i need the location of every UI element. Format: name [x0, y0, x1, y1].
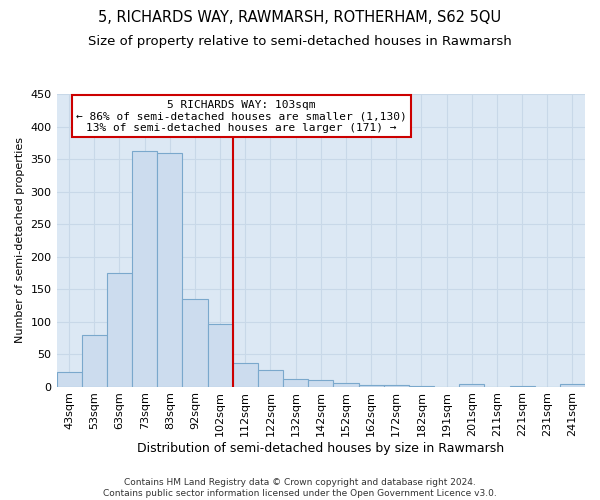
- Bar: [157, 152, 182, 386]
- Bar: [258, 370, 283, 386]
- Text: 5 RICHARDS WAY: 103sqm
← 86% of semi-detached houses are smaller (1,130)
13% of : 5 RICHARDS WAY: 103sqm ← 86% of semi-det…: [76, 100, 407, 133]
- Bar: [283, 380, 308, 386]
- Bar: [334, 384, 359, 386]
- Bar: [560, 384, 585, 386]
- Bar: [459, 384, 484, 386]
- Bar: [82, 334, 107, 386]
- Bar: [182, 299, 208, 386]
- Text: Size of property relative to semi-detached houses in Rawmarsh: Size of property relative to semi-detach…: [88, 35, 512, 48]
- Y-axis label: Number of semi-detached properties: Number of semi-detached properties: [15, 138, 25, 344]
- Bar: [56, 372, 82, 386]
- X-axis label: Distribution of semi-detached houses by size in Rawmarsh: Distribution of semi-detached houses by …: [137, 442, 505, 455]
- Bar: [107, 273, 132, 386]
- Text: 5, RICHARDS WAY, RAWMARSH, ROTHERHAM, S62 5QU: 5, RICHARDS WAY, RAWMARSH, ROTHERHAM, S6…: [98, 10, 502, 25]
- Bar: [308, 380, 334, 386]
- Bar: [208, 324, 233, 386]
- Bar: [233, 362, 258, 386]
- Bar: [359, 384, 383, 386]
- Text: Contains HM Land Registry data © Crown copyright and database right 2024.
Contai: Contains HM Land Registry data © Crown c…: [103, 478, 497, 498]
- Bar: [132, 151, 157, 386]
